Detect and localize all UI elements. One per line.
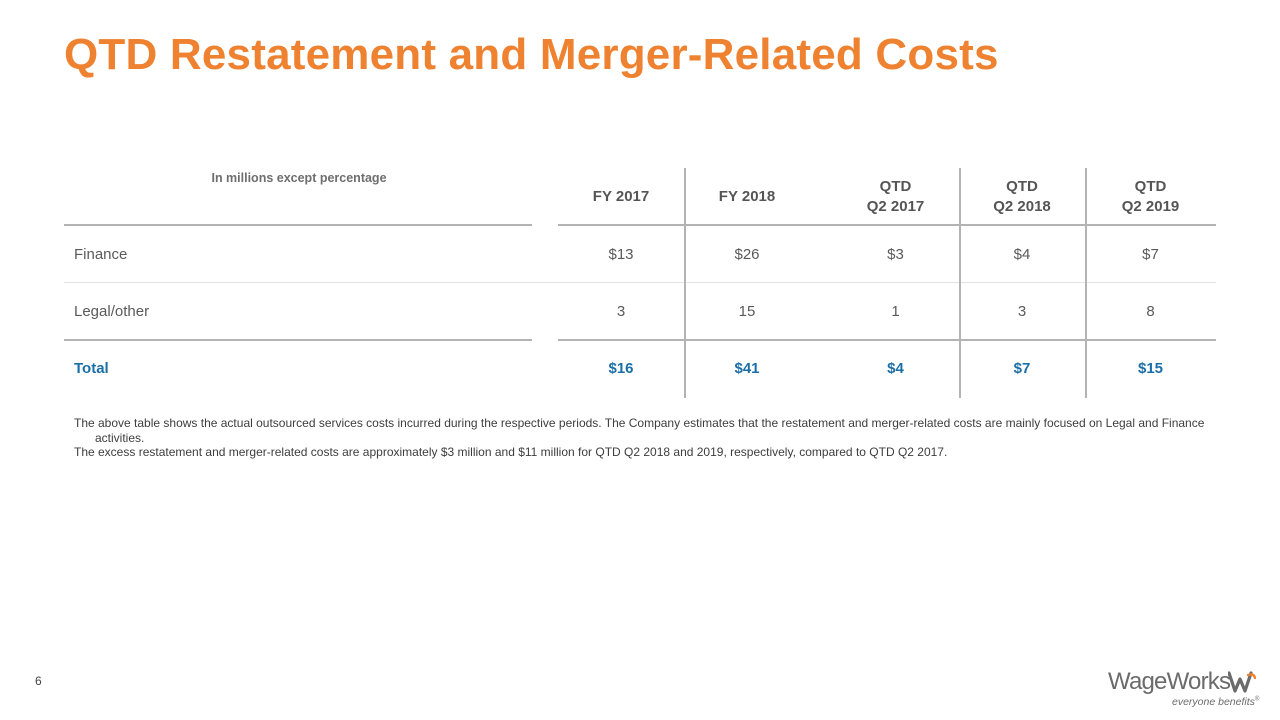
column-header: QTD Q2 2017 [832,168,959,226]
logo-tagline: everyone benefits® [1172,696,1259,708]
unit-note: In millions except percentage [211,171,387,185]
total-rule-right [558,339,1216,341]
table-cell: $7 [1013,360,1031,377]
table-total-row: Total $16 $41 $4 $7 $15 [64,340,1216,397]
logo-mark-icon [1228,671,1256,693]
header-rule-left [64,224,532,226]
column-header-line1: QTD [1134,178,1167,195]
table-cell: $7 [1142,246,1159,263]
logo-tagline-text: everyone benefits [1172,696,1255,708]
table-cell: 3 [616,303,626,320]
table-header-row: In millions except percentage FY 2017 FY… [64,168,1216,226]
registered-mark: ® [1254,696,1260,703]
column-header-line2: Q2 2018 [993,198,1051,215]
row-label: Legal/other [74,303,150,320]
header-rule-right [558,224,1216,226]
table-cell: $13 [608,246,634,263]
table-cell: $26 [734,246,760,263]
column-header-line2: Q2 2019 [1121,198,1180,215]
wageworks-logo: WageWorks everyone benefits® [1108,668,1259,710]
table-cell: 15 [738,303,756,320]
footnotes: The above table shows the actual outsour… [74,416,1224,460]
table-cell: $4 [887,360,904,377]
column-divider [1085,168,1087,398]
column-divider [959,168,961,398]
column-header-line1: FY 2018 [718,188,776,205]
table-cell: $15 [1137,360,1164,377]
column-divider [684,168,686,398]
table-row: Legal/other 3 15 1 3 8 [64,283,1216,340]
footnote: The excess restatement and merger-relate… [74,445,948,459]
column-header: QTD Q2 2018 [959,168,1085,226]
logo-wordmark: WageWorks [1108,668,1231,695]
column-header-line1: FY 2017 [592,188,650,205]
column-header: QTD Q2 2019 [1085,168,1216,226]
page-title: QTD Restatement and Merger-Related Costs [64,30,999,79]
table-cell: $3 [887,246,904,263]
table-cell: 1 [891,303,900,320]
column-header: FY 2017 [558,168,684,226]
table-cell: $41 [734,360,760,377]
column-header: FY 2018 [684,168,810,226]
table-cell: $16 [608,360,634,377]
row-label: Finance [74,246,128,263]
column-header-line1: QTD [879,178,912,195]
footnote: The above table shows the actual outsour… [74,416,1205,445]
table-cell: 3 [1017,303,1027,320]
column-header-line1: QTD [1006,178,1038,195]
table-row: Finance $13 $26 $3 $4 $7 [64,226,1216,283]
costs-table: In millions except percentage FY 2017 FY… [64,168,1216,398]
page-number: 6 [35,674,42,688]
column-header-line2: Q2 2017 [866,198,925,215]
row-label: Total [74,360,109,377]
total-rule-left [64,339,532,341]
table-cell: $4 [1013,246,1031,263]
row-divider [64,282,1216,283]
table-cell: 8 [1146,303,1155,320]
